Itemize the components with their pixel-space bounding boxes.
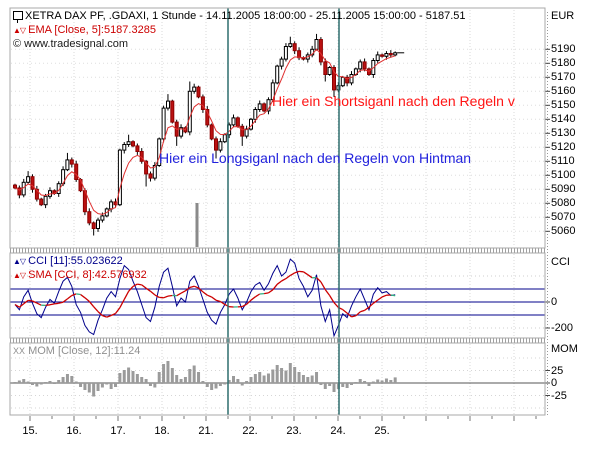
cci-tick-label: -200: [551, 322, 574, 334]
day-label: 16.: [66, 425, 82, 437]
day-label: 22.: [242, 425, 258, 437]
price-tick-label: 5190: [551, 43, 576, 55]
price-tick-label: 5160: [551, 85, 576, 97]
copyright-label: © www.tradesignal.com: [13, 38, 129, 50]
long-signal-annotation[interactable]: Hier ein Longsiganl nach den Regeln von …: [159, 150, 472, 166]
day-label: 18.: [154, 425, 170, 437]
price-tick-label: 5120: [551, 141, 576, 153]
chart-title: XETRA DAX PF, .GDAXI, 1 Stunde - 14.11.2…: [25, 10, 466, 22]
day-label: 23.: [286, 425, 302, 437]
cci-legend[interactable]: ▲▽ CCI [11]:55.023622: [13, 255, 123, 268]
price-tick-label: 5090: [551, 183, 576, 195]
indicator-icon: ▲▽: [13, 26, 26, 35]
short-signal-annotation[interactable]: Hier ein Shortsiganl nach den Regeln v: [272, 93, 515, 109]
indicator-icon: ▲▽: [13, 271, 26, 280]
mom-axis-title: MOM: [551, 343, 578, 355]
price-tick-label: 5100: [551, 169, 576, 181]
price-axis-title: EUR: [551, 10, 575, 22]
price-tick-label: 5070: [551, 211, 576, 223]
price-tick-label: 5080: [551, 197, 576, 209]
price-tick-label: 5140: [551, 113, 576, 125]
day-label: 24.: [330, 425, 346, 437]
mom-icon: XX: [13, 346, 26, 356]
price-tick-label: 5130: [551, 127, 576, 139]
price-tick-label: 5060: [551, 225, 576, 237]
sma-legend[interactable]: ▲▽ SMA [CCI, 8]:42.576932: [13, 269, 147, 282]
cci-tick-label: 0: [551, 296, 558, 308]
mom-legend-label: MOM [Close, 12]:11.24: [28, 345, 141, 357]
cci-axis-title: CCI: [551, 256, 570, 268]
price-tick-label: 5170: [551, 71, 576, 83]
ema-legend-label: EMA [Close, 5]:5187.3285: [28, 24, 156, 36]
mom-tick-label: 25: [551, 365, 564, 377]
day-label: 25.: [374, 425, 390, 437]
day-label: 15.: [22, 425, 38, 437]
price-tick-label: 5110: [551, 155, 575, 167]
price-tick-label: 5180: [551, 57, 576, 69]
mom-tick-label: -25: [551, 390, 567, 402]
instrument-icon: [13, 11, 23, 23]
sma-legend-label: SMA [CCI, 8]:42.576932: [28, 269, 147, 281]
mom-legend[interactable]: XX MOM [Close, 12]:11.24: [13, 345, 140, 357]
ema-legend[interactable]: ▲▽ EMA [Close, 5]:5187.3285: [13, 24, 156, 37]
day-label: 21.: [198, 425, 214, 437]
mom-tick-label: 0: [551, 377, 558, 389]
cci-legend-label: CCI [11]:55.023622: [28, 255, 123, 267]
indicator-icon: ▲▽: [13, 257, 26, 266]
price-tick-label: 5150: [551, 99, 576, 111]
day-label: 17.: [110, 425, 126, 437]
